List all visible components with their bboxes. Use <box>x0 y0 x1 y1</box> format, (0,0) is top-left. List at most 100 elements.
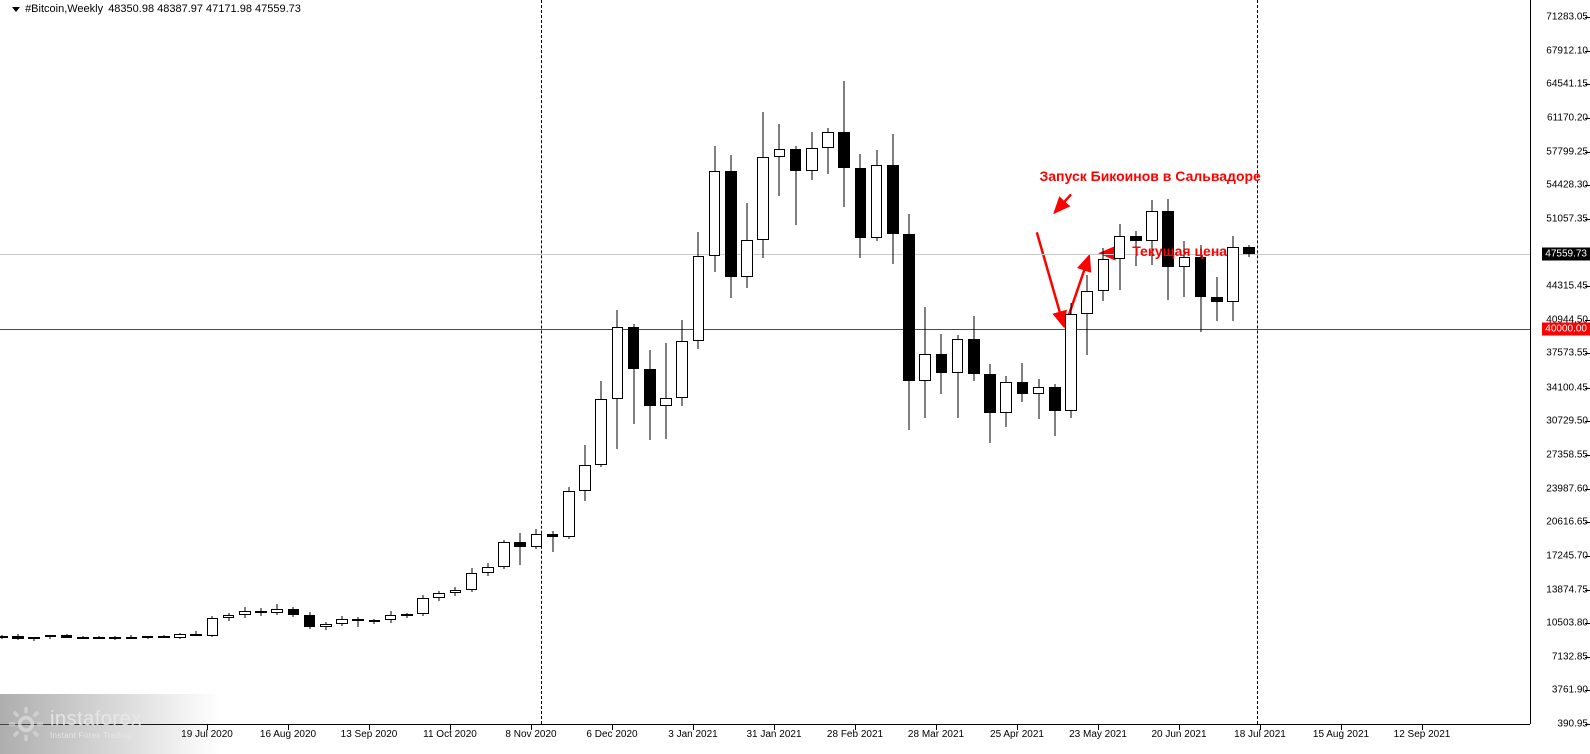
candle <box>77 0 89 724</box>
candle <box>628 0 640 724</box>
candle <box>838 0 850 724</box>
candle <box>1195 0 1207 724</box>
candle <box>514 0 526 724</box>
candle <box>304 0 316 724</box>
candle <box>255 0 267 724</box>
candle <box>61 0 73 724</box>
candle <box>482 0 494 724</box>
vertical-line <box>1257 0 1258 724</box>
candle <box>28 0 40 724</box>
candle <box>741 0 753 724</box>
candle <box>1146 0 1158 724</box>
y-tick-label: 3761.90 <box>1552 685 1588 696</box>
candle <box>887 0 899 724</box>
candle <box>385 0 397 724</box>
y-tick-label: 37573.55 <box>1546 348 1588 359</box>
y-tick-label: 30729.50 <box>1546 416 1588 427</box>
candle <box>498 0 510 724</box>
candle <box>1227 0 1239 724</box>
candle <box>12 0 24 724</box>
candle <box>126 0 138 724</box>
candle <box>1098 0 1110 724</box>
y-tick-label: 17245.70 <box>1546 550 1588 561</box>
broker-logo: instaforex Instant Forex Trading <box>0 694 220 754</box>
gear-icon <box>8 706 44 742</box>
logo-main-text: instaforex <box>50 708 142 731</box>
candle <box>806 0 818 724</box>
candle <box>595 0 607 724</box>
candle <box>855 0 867 724</box>
candle <box>0 0 8 724</box>
x-tick-label: 23 May 2021 <box>1069 729 1127 740</box>
x-tick-label: 28 Feb 2021 <box>827 729 883 740</box>
x-tick-label: 15 Aug 2021 <box>1313 729 1369 740</box>
y-tick-label: 51057.35 <box>1546 213 1588 224</box>
candle <box>271 0 283 724</box>
y-tick-label: 10503.80 <box>1546 618 1588 629</box>
candle <box>531 0 543 724</box>
plot-area[interactable]: Запуск Бикоинов в СальвадореТекущая цена <box>0 0 1530 724</box>
chart-container: #Bitcoin,Weekly 48350.98 48387.97 47171.… <box>0 0 1590 754</box>
candle <box>1065 0 1077 724</box>
candle <box>968 0 980 724</box>
ohlc-header: #Bitcoin,Weekly 48350.98 48387.97 47171.… <box>12 3 303 15</box>
candle <box>579 0 591 724</box>
candle <box>871 0 883 724</box>
x-tick-label: 20 Jun 2021 <box>1151 729 1206 740</box>
candle <box>1130 0 1142 724</box>
annotation-label: Запуск Бикоинов в Сальвадоре <box>1040 168 1261 184</box>
x-tick-label: 6 Dec 2020 <box>586 729 637 740</box>
x-tick-label: 12 Sep 2021 <box>1394 729 1451 740</box>
candle <box>1033 0 1045 724</box>
candle <box>1017 0 1029 724</box>
logo-sub-text: Instant Forex Trading <box>50 731 142 740</box>
y-tick-label: 71283.05 <box>1546 12 1588 23</box>
candle <box>401 0 413 724</box>
y-tick-label: 44315.45 <box>1546 281 1588 292</box>
candle <box>288 0 300 724</box>
ohlc-values: 48350.98 48387.97 47171.98 47559.73 <box>108 3 301 15</box>
y-tick-label: 13874.75 <box>1546 584 1588 595</box>
candle <box>158 0 170 724</box>
candle <box>903 0 915 724</box>
y-tick-label: 34100.45 <box>1546 382 1588 393</box>
candle <box>709 0 721 724</box>
x-tick-label: 13 Sep 2020 <box>341 729 398 740</box>
candle <box>693 0 705 724</box>
candle <box>223 0 235 724</box>
y-tick-label: 57799.25 <box>1546 146 1588 157</box>
candle <box>109 0 121 724</box>
candle <box>369 0 381 724</box>
candle <box>1081 0 1093 724</box>
candle <box>936 0 948 724</box>
candle <box>822 0 834 724</box>
candle <box>952 0 964 724</box>
x-tick-label: 3 Jan 2021 <box>668 729 718 740</box>
y-tick-label: 64541.15 <box>1546 79 1588 90</box>
candle <box>1049 0 1061 724</box>
candle <box>417 0 429 724</box>
y-tick-label: 54428.30 <box>1546 180 1588 191</box>
candle <box>774 0 786 724</box>
candle <box>45 0 57 724</box>
candle <box>1000 0 1012 724</box>
y-tick-label: 20616.65 <box>1546 517 1588 528</box>
price-line-label: 40000.00 <box>1542 323 1590 336</box>
candle <box>239 0 251 724</box>
candle <box>1162 0 1174 724</box>
candle <box>320 0 332 724</box>
candle <box>190 0 202 724</box>
dropdown-icon[interactable] <box>12 7 20 12</box>
y-tick-label: 61170.20 <box>1547 112 1588 123</box>
x-tick-label: 8 Nov 2020 <box>505 729 556 740</box>
time-axis: 19 Jul 202016 Aug 202013 Sep 202011 Oct … <box>0 724 1530 754</box>
x-tick-label: 31 Jan 2021 <box>746 729 801 740</box>
y-tick-label: 390.95 <box>1557 719 1588 730</box>
x-tick-label: 18 Jul 2021 <box>1234 729 1286 740</box>
candle <box>660 0 672 724</box>
candle <box>563 0 575 724</box>
candle <box>644 0 656 724</box>
candle <box>207 0 219 724</box>
candle <box>984 0 996 724</box>
x-tick-label: 28 Mar 2021 <box>908 729 964 740</box>
